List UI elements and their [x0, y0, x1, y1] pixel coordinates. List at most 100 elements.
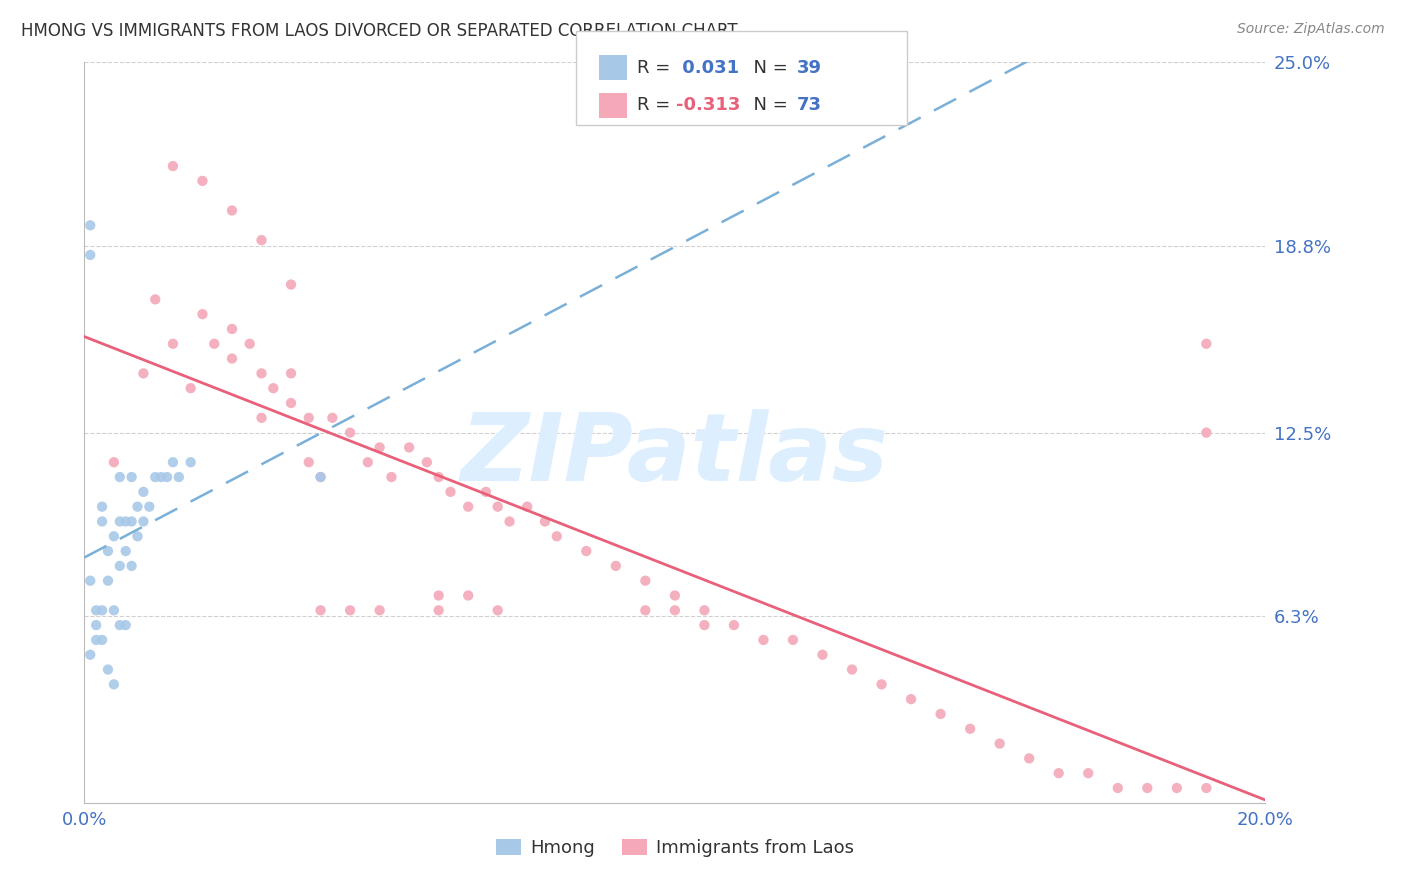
Point	[79, 219, 101, 233]
Point	[457, 500, 479, 514]
Point	[180, 381, 202, 395]
Text: 73: 73	[797, 96, 823, 114]
Point	[811, 648, 834, 662]
Point	[398, 441, 420, 455]
Point	[693, 618, 716, 632]
Point	[108, 515, 131, 529]
Point	[1166, 780, 1188, 795]
Point	[782, 632, 804, 647]
Text: R =: R =	[637, 59, 676, 77]
Point	[416, 455, 439, 469]
Point	[143, 470, 166, 484]
Point	[486, 603, 509, 617]
Point	[84, 632, 107, 647]
Point	[427, 603, 450, 617]
Point	[191, 307, 214, 321]
Point	[1077, 766, 1099, 780]
Point	[162, 159, 184, 173]
Point	[97, 574, 120, 588]
Text: R =: R =	[637, 96, 676, 114]
Point	[250, 410, 273, 425]
Point	[357, 455, 380, 469]
Point	[97, 663, 120, 677]
Point	[239, 336, 262, 351]
Point	[723, 618, 745, 632]
Text: N =: N =	[742, 59, 794, 77]
Point	[457, 589, 479, 603]
Point	[114, 618, 136, 632]
Point	[202, 336, 225, 351]
Point	[191, 174, 214, 188]
Text: HMONG VS IMMIGRANTS FROM LAOS DIVORCED OR SEPARATED CORRELATION CHART: HMONG VS IMMIGRANTS FROM LAOS DIVORCED O…	[21, 22, 738, 40]
Point	[280, 396, 302, 410]
Point	[121, 558, 143, 573]
Point	[321, 410, 343, 425]
Point	[664, 603, 686, 617]
Point	[605, 558, 627, 573]
Point	[1195, 336, 1218, 351]
Point	[162, 336, 184, 351]
Point	[900, 692, 922, 706]
Point	[280, 367, 302, 381]
Point	[368, 603, 391, 617]
Point	[180, 455, 202, 469]
Point	[103, 455, 125, 469]
Point	[97, 544, 120, 558]
Point	[91, 603, 114, 617]
Point	[103, 529, 125, 543]
Point	[427, 470, 450, 484]
Point	[84, 603, 107, 617]
Point	[143, 293, 166, 307]
Point	[546, 529, 568, 543]
Point	[114, 515, 136, 529]
Point	[929, 706, 952, 721]
Point	[91, 500, 114, 514]
Point	[132, 367, 155, 381]
Point	[103, 603, 125, 617]
Point	[121, 470, 143, 484]
Text: Source: ZipAtlas.com: Source: ZipAtlas.com	[1237, 22, 1385, 37]
Text: -0.313: -0.313	[676, 96, 741, 114]
Point	[221, 203, 243, 218]
Point	[127, 529, 149, 543]
Point	[79, 248, 101, 262]
Point	[1195, 780, 1218, 795]
Point	[693, 603, 716, 617]
Point	[167, 470, 190, 484]
Point	[634, 574, 657, 588]
Point	[262, 381, 284, 395]
Legend: Hmong, Immigrants from Laos: Hmong, Immigrants from Laos	[488, 831, 862, 864]
Point	[108, 558, 131, 573]
Point	[486, 500, 509, 514]
Point	[309, 470, 332, 484]
Point	[91, 632, 114, 647]
Point	[156, 470, 179, 484]
Point	[103, 677, 125, 691]
Text: N =: N =	[742, 96, 794, 114]
Point	[221, 322, 243, 336]
Point	[108, 470, 131, 484]
Point	[752, 632, 775, 647]
Point	[250, 367, 273, 381]
Point	[121, 515, 143, 529]
Point	[368, 441, 391, 455]
Point	[309, 603, 332, 617]
Point	[108, 618, 131, 632]
Point	[1136, 780, 1159, 795]
Point	[127, 500, 149, 514]
Point	[250, 233, 273, 247]
Point	[280, 277, 302, 292]
Point	[841, 663, 863, 677]
Text: 0.031: 0.031	[676, 59, 740, 77]
Point	[427, 589, 450, 603]
Point	[439, 484, 461, 499]
Point	[1047, 766, 1070, 780]
Point	[150, 470, 173, 484]
Point	[84, 618, 107, 632]
Point	[221, 351, 243, 366]
Text: ZIPatlas: ZIPatlas	[461, 409, 889, 500]
Point	[79, 574, 101, 588]
Point	[988, 737, 1011, 751]
Point	[91, 515, 114, 529]
Point	[380, 470, 402, 484]
